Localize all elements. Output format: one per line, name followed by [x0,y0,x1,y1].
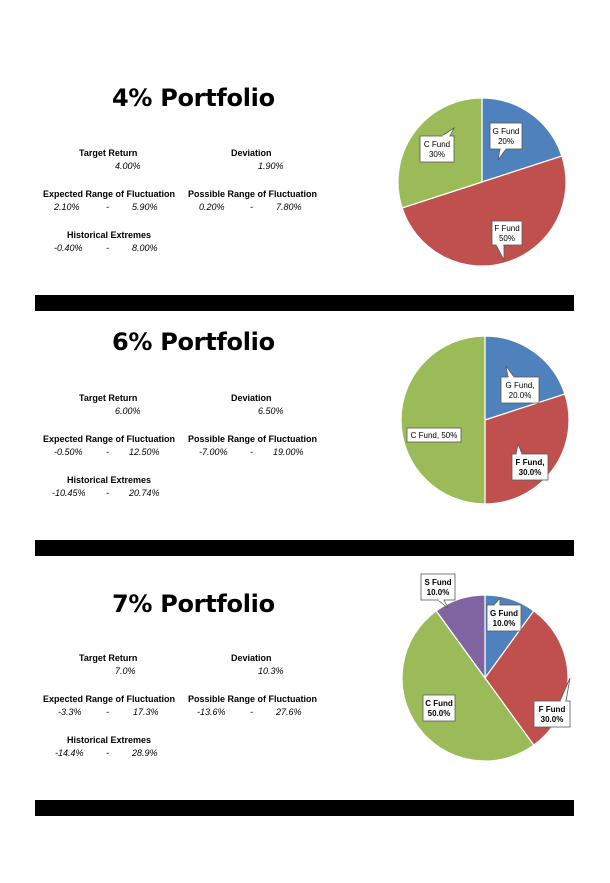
range-dash: - [106,243,109,253]
pie-slice-s-fund [435,594,486,680]
pie-chart: G Fund,20.0% F Fund,30.0% C Fund, 50% [400,335,570,505]
range-dash: - [106,202,109,212]
slice-value-text: 10.0% [427,588,450,597]
range-dash: - [106,447,109,457]
pie-slice-c-fund [401,610,535,762]
section-divider [35,800,574,816]
slice-value-text: 30.0% [519,468,542,477]
expected-range-label: Expected Range of Fluctuation [43,434,176,444]
historical-extremes-high: 28.9% [132,748,158,758]
slice-value-text: 30% [429,150,445,159]
slice-label-text: C Fund [424,140,450,149]
data-label-f-fund: F Fund,30.0% [511,442,549,481]
pie-slices [397,97,567,267]
slice-value-text: 50% [499,234,515,243]
possible-range-high: 7.80% [276,202,302,212]
possible-range-low: 0.20% [199,202,225,212]
historical-extremes-label: Historical Extremes [67,475,152,485]
possible-range-high: 27.6% [276,707,302,717]
target-return-label: Target Return [79,148,138,158]
data-label-c-fund: C Fund, 50% [406,427,462,443]
expected-range-low: -3.3% [58,707,82,717]
expected-range-label: Expected Range of Fluctuation [43,189,176,199]
panel-title: 6% Portfolio [112,328,275,356]
deviation-value: 1.90% [258,161,284,171]
slice-label-text: F Fund [494,224,519,233]
deviation-label: Deviation [231,653,272,663]
range-dash: - [106,748,109,758]
target-return-value: 6.00% [115,406,141,416]
historical-extremes-high: 8.00% [132,243,158,253]
slice-value-text: 10.0% [493,619,516,628]
panel-title: 4% Portfolio [112,84,275,112]
data-label-g-fund: G Fund,20.0% [500,365,540,404]
slice-label-text: G Fund, [506,381,535,390]
range-dash: - [106,488,109,498]
deviation-value: 10.3% [258,666,284,676]
range-dash: - [106,707,109,717]
expected-range-high: 17.3% [133,707,159,717]
pie-slice-c-fund [400,335,486,505]
historical-extremes-high: 20.74% [129,488,160,498]
target-return-label: Target Return [79,653,138,663]
slice-label-text: S Fund [424,578,451,587]
possible-range-label: Possible Range of Fluctuation [188,434,318,444]
expected-range-label: Expected Range of Fluctuation [43,694,176,704]
target-return-value: 4.00% [115,161,141,171]
pie-slices [401,594,569,762]
panel-title: 7% Portfolio [112,590,275,618]
range-dash: - [250,707,253,717]
slice-value-text: 30.0% [541,715,564,724]
slice-label-text: G Fund [490,609,518,618]
expected-range-high: 5.90% [132,202,158,212]
expected-range-low: -0.50% [54,447,83,457]
deviation-label: Deviation [231,393,272,403]
historical-extremes-low: -0.40% [54,243,83,253]
portfolio-panel-1: 4% Portfolio Target Return 4.00% Deviati… [0,0,610,310]
deviation-value: 6.50% [258,406,284,416]
slice-label-text: C Fund [425,699,453,708]
possible-range-high: 19.00% [273,447,304,457]
historical-extremes-low: -10.45% [52,488,86,498]
slice-value-text: 20% [498,137,514,146]
slice-value-text: 50.0% [428,709,451,718]
portfolio-panel-3: 7% Portfolio Target Return 7.0% Deviatio… [0,558,610,798]
historical-extremes-low: -14.4% [55,748,84,758]
section-divider [35,295,574,311]
range-dash: - [250,447,253,457]
section-divider [35,540,574,556]
slice-label-text: G Fund [493,127,520,136]
expected-range-low: 2.10% [54,202,80,212]
expected-range-high: 12.50% [129,447,160,457]
historical-extremes-label: Historical Extremes [67,735,152,745]
slice-label-text: F Fund [539,705,566,714]
possible-range-label: Possible Range of Fluctuation [188,694,318,704]
deviation-label: Deviation [231,148,272,158]
portfolio-panel-2: 6% Portfolio Target Return 6.00% Deviati… [0,312,610,557]
possible-range-low: -13.6% [197,707,226,717]
slice-label-text: C Fund, 50% [411,431,458,440]
historical-extremes-label: Historical Extremes [67,230,152,240]
slice-value-text: 20.0% [509,391,532,400]
range-dash: - [250,202,253,212]
target-return-label: Target Return [79,393,138,403]
pie-slice-f-fund [401,155,567,267]
slice-label-text: F Fund, [516,458,545,467]
possible-range-low: -7.00% [199,447,228,457]
target-return-value: 7.0% [115,666,136,676]
pie-slice-f-fund [484,393,570,505]
possible-range-label: Possible Range of Fluctuation [188,189,318,199]
